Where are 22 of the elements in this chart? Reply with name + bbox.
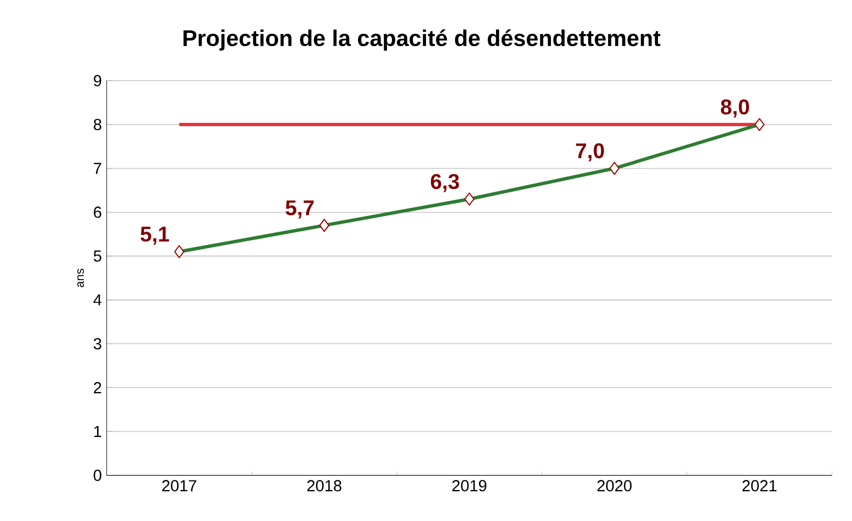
data-label: 5,7	[286, 200, 314, 218]
y-axis-title: ans	[77, 268, 84, 288]
y-tick-label: 0	[94, 470, 102, 481]
y-tick-label: 7	[94, 162, 102, 174]
y-tick-label: 4	[93, 294, 102, 306]
data-label: 5,1	[140, 226, 170, 245]
y-tick-label: 5	[94, 250, 102, 262]
y-tick-label: 9	[94, 74, 102, 86]
data-label: 6,3	[430, 174, 459, 192]
data-label: 8,0	[720, 99, 749, 118]
data-label: 7,0	[576, 143, 604, 162]
y-tick-label: 3	[94, 338, 102, 350]
chart-title: Projection de la capacité de désendettement	[184, 29, 660, 51]
y-tick-label: 8	[94, 118, 102, 130]
x-tick-label: 2019	[452, 480, 486, 492]
x-tick-label: 2020	[597, 480, 632, 492]
y-tick-label: 6	[94, 206, 102, 218]
x-tick-label: 2018	[307, 480, 342, 492]
x-tick-label: 2017	[162, 480, 196, 492]
y-tick-label: 1	[94, 426, 102, 437]
x-tick-label: 2021	[742, 480, 776, 492]
y-tick-label: 2	[94, 382, 102, 394]
